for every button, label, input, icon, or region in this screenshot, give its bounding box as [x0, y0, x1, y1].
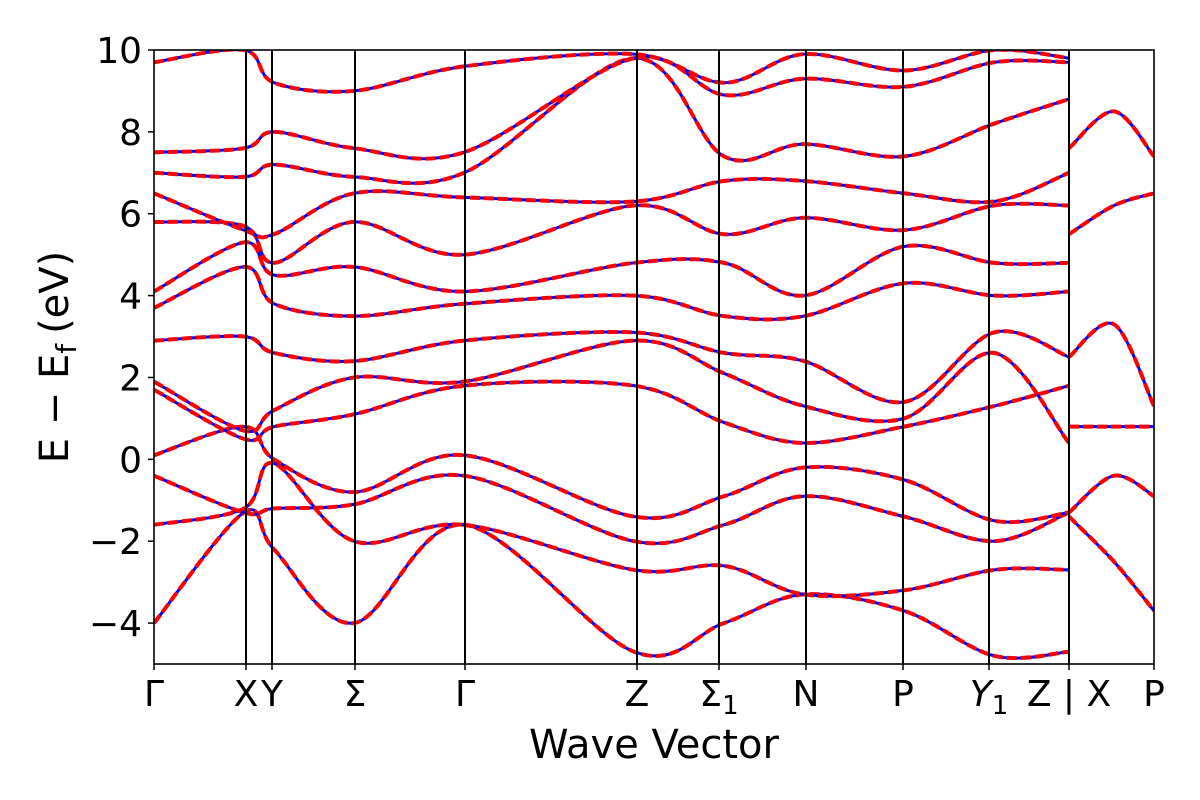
x-axis-title: Wave Vector: [529, 722, 780, 768]
x-tick-label-10: Z | X: [1027, 674, 1111, 715]
band-line-wannier-11: [154, 56, 1070, 186]
band-line-wannier-19: [1067, 515, 1154, 613]
y-tick-label-4: 4: [119, 277, 142, 318]
band-line-wannier-10: [154, 170, 1070, 240]
kpoint-lines: [245, 50, 1070, 664]
band-line-dft-11: [154, 56, 1070, 185]
band-line-dft-14: [1068, 474, 1154, 514]
y-tick-label-0: −4: [89, 604, 142, 645]
band-line-wannier-18: [1067, 109, 1154, 158]
band-line-wannier-4: [154, 379, 1070, 446]
band-line-wannier-1: [154, 461, 1070, 599]
x-tick-label-1: X: [234, 674, 259, 715]
x-tick-label-9: Y1: [970, 674, 1009, 721]
y-tick-label-2: 0: [119, 440, 142, 481]
band-line-wannier-16: [1067, 321, 1154, 407]
y-tick-label-7: 10: [96, 31, 142, 72]
band-line-wannier-9: [154, 201, 1070, 265]
band-line-wannier-13: [154, 50, 1070, 94]
x-tick-label-4: Γ: [455, 674, 475, 715]
x-axis-ticks: Γ X Y Σ Γ Z Σ1 N P Y1 Z | X P: [144, 664, 1165, 721]
x-tick-label-7: N: [793, 674, 820, 715]
band-line-dft-16: [1067, 321, 1154, 407]
svg-text:E − Ef(eV): E − Ef (eV): [32, 251, 83, 464]
x-tick-label-11: P: [1143, 674, 1165, 715]
band-line-dft-1: [154, 461, 1070, 598]
y-axis-title-sub: f: [50, 343, 83, 354]
y-axis-ticks: −4 −2 0 2 4 6 8 10: [89, 31, 154, 645]
band-line-wannier-17: [1067, 191, 1154, 236]
y-axis-title-main: E − E: [32, 354, 78, 464]
band-line-dft-12: [154, 55, 1070, 161]
band-line-dft-13: [154, 50, 1070, 94]
x-tick-label-5: Z: [625, 674, 650, 715]
bands-layer: [154, 50, 1154, 661]
y-axis-title-unit: (eV): [32, 251, 78, 334]
band-line-wannier-12: [154, 54, 1070, 161]
y-tick-label-1: −2: [89, 522, 142, 563]
band-line-dft-4: [154, 380, 1070, 445]
band-line-wannier-0: [154, 507, 1070, 661]
x-tick-label-6: Σ1: [699, 674, 738, 721]
band-line-wannier-8: [154, 240, 1070, 298]
plot-frame: [153, 49, 1155, 665]
y-tick-label-5: 6: [119, 195, 142, 236]
band-line-wannier-6: [154, 329, 1070, 405]
band-line-dft-8: [154, 240, 1070, 298]
y-tick-label-6: 8: [119, 113, 142, 154]
band-line-wannier-14: [1067, 473, 1154, 515]
y-tick-label-3: 2: [119, 358, 142, 399]
x-tick-label-3: Σ: [344, 674, 367, 715]
x-tick-label-2: Y: [260, 674, 284, 715]
x-tick-label-0: Γ: [144, 674, 164, 715]
y-axis-title: E − Ef (eV): [32, 251, 83, 464]
x-tick-label-8: P: [892, 674, 914, 715]
band-line-dft-17: [1068, 191, 1154, 236]
band-line-dft-10: [154, 171, 1070, 239]
band-line-wannier-7: [154, 264, 1070, 322]
band-line-wannier-3: [154, 424, 1070, 525]
